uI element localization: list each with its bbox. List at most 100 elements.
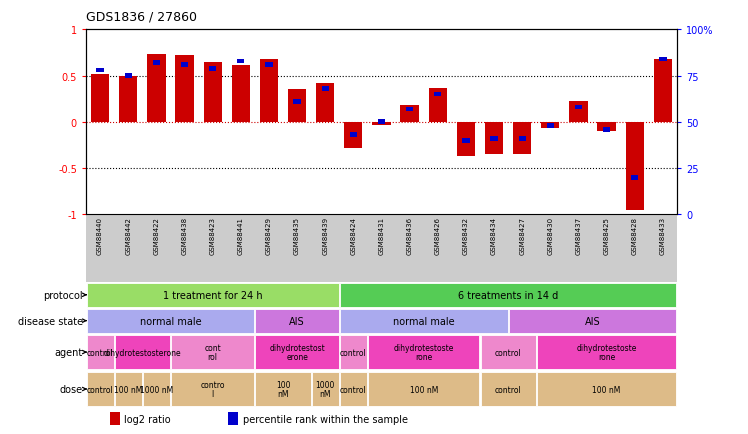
Text: dihydrotestoste
rone: dihydrotestoste rone [577,343,637,362]
Text: GSM88431: GSM88431 [378,217,384,255]
Text: 6 treatments in 14 d: 6 treatments in 14 d [458,290,558,300]
Bar [513,122,531,155]
Bar [480,215,508,282]
FancyBboxPatch shape [171,335,254,370]
FancyBboxPatch shape [256,335,339,370]
Text: 100 nM: 100 nM [114,385,142,394]
Bar [547,124,554,128]
Text: agent: agent [55,347,83,357]
Bar [227,215,255,282]
Bar [631,175,638,180]
FancyBboxPatch shape [256,372,310,406]
Text: GSM88427: GSM88427 [519,217,525,255]
Text: GSM88441: GSM88441 [238,217,244,255]
Bar [147,55,165,122]
Bar [293,100,301,105]
Bar [423,215,452,282]
Text: dihydrotestost
erone: dihydrotestost erone [269,343,325,362]
Bar [598,122,616,132]
Text: GSM88435: GSM88435 [294,217,300,255]
FancyBboxPatch shape [312,372,339,406]
Bar [625,122,644,210]
Bar [396,215,423,282]
Bar [266,63,272,68]
Bar [541,122,560,129]
Text: protocol: protocol [43,290,83,300]
FancyBboxPatch shape [340,309,507,333]
Bar [114,215,142,282]
FancyBboxPatch shape [87,372,114,406]
Text: dihydrotestoste
rone: dihydrotestoste rone [393,343,454,362]
Text: 1 treatment for 24 h: 1 treatment for 24 h [163,290,263,300]
Bar [288,90,306,122]
Text: GSM88425: GSM88425 [604,217,610,254]
FancyBboxPatch shape [114,372,141,406]
FancyBboxPatch shape [87,283,339,307]
Bar [316,84,334,122]
FancyBboxPatch shape [340,335,367,370]
Bar [181,63,188,68]
Bar [485,122,503,155]
Bar [367,215,396,282]
Text: normal male: normal male [140,316,201,326]
Bar [536,215,565,282]
FancyBboxPatch shape [537,372,676,406]
Text: dose: dose [60,384,83,394]
Bar [142,215,171,282]
FancyBboxPatch shape [480,372,536,406]
Bar [344,122,363,148]
Bar [406,107,414,112]
Bar [198,215,227,282]
Text: GSM88422: GSM88422 [153,217,159,254]
Bar [654,60,672,122]
Bar [171,215,198,282]
Text: GSM88436: GSM88436 [407,217,413,255]
Bar [373,122,390,125]
Bar [659,58,666,62]
Text: normal male: normal male [393,316,455,326]
Text: GSM88438: GSM88438 [182,217,188,255]
Text: 1000
nM: 1000 nM [316,380,335,398]
FancyBboxPatch shape [143,372,170,406]
Bar [91,75,109,122]
Bar [574,105,582,110]
Bar [228,412,239,425]
Bar [175,56,194,122]
Text: log2 ratio: log2 ratio [124,414,171,424]
Bar [311,215,340,282]
Text: GSM88423: GSM88423 [209,217,215,255]
Bar [110,412,120,425]
Bar [592,215,621,282]
Bar [322,87,329,92]
Text: GSM88442: GSM88442 [125,217,131,254]
Text: control: control [87,385,114,394]
Bar [621,215,649,282]
Bar [462,138,470,143]
FancyBboxPatch shape [509,309,676,333]
Bar [283,215,311,282]
Text: GSM88434: GSM88434 [491,217,497,255]
FancyBboxPatch shape [256,309,339,333]
Bar [86,215,114,282]
Bar [649,215,677,282]
Text: GDS1836 / 27860: GDS1836 / 27860 [86,11,197,24]
FancyBboxPatch shape [368,335,479,370]
Text: control: control [340,385,367,394]
Text: 100
nM: 100 nM [276,380,290,398]
Text: control: control [340,348,367,357]
Bar [400,106,419,122]
Bar [96,69,104,73]
Bar [203,62,222,122]
FancyBboxPatch shape [340,283,676,307]
Bar [237,59,245,64]
Bar [508,215,536,282]
Bar [603,128,610,132]
Text: 100 nM: 100 nM [409,385,438,394]
Text: contro
l: contro l [200,380,225,398]
Text: percentile rank within the sample: percentile rank within the sample [242,414,408,424]
Text: GSM88437: GSM88437 [575,217,581,255]
Bar [457,122,475,157]
FancyBboxPatch shape [171,372,254,406]
Bar [232,66,250,122]
Text: control: control [494,348,521,357]
